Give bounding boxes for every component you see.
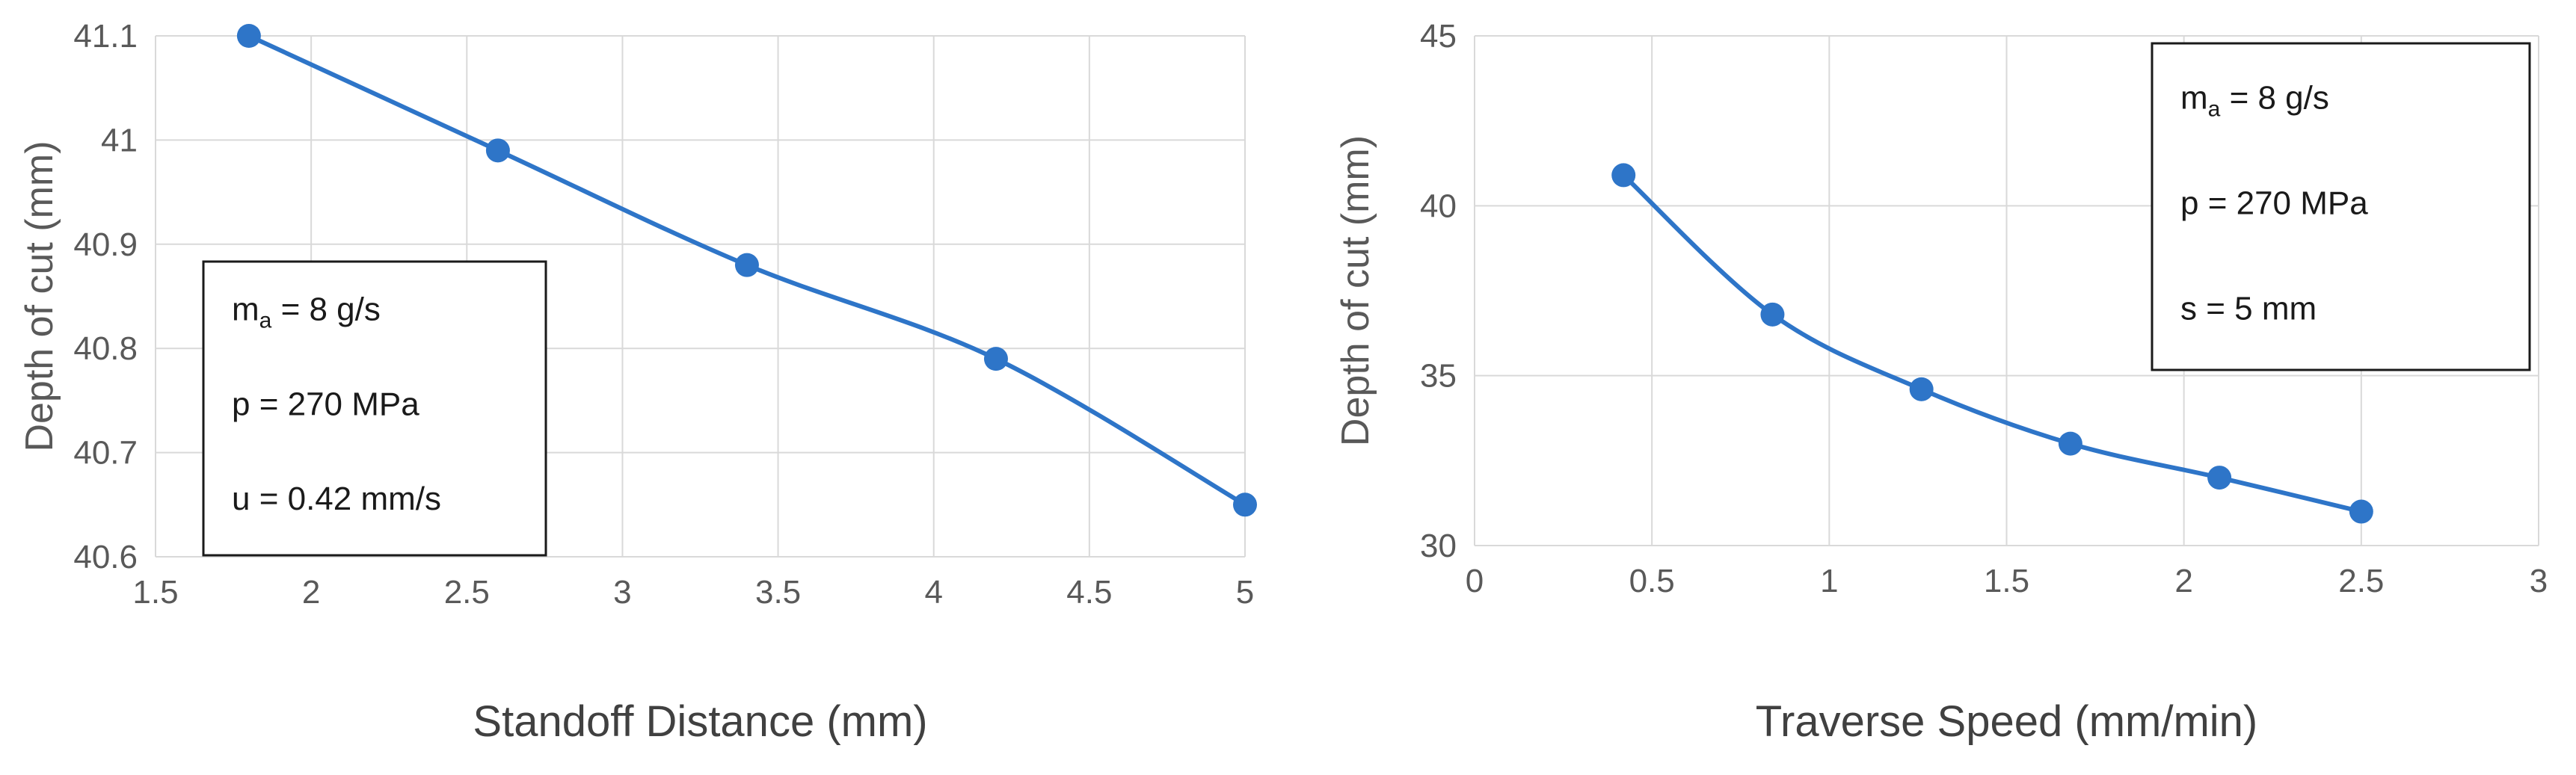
x-tick-label: 2 bbox=[302, 574, 320, 611]
annotation-text: s = 5 mm bbox=[2180, 290, 2317, 327]
data-point bbox=[1760, 302, 1785, 327]
y-tick-label: 40.8 bbox=[73, 330, 138, 367]
annotation-line: p = 270 MPa bbox=[2180, 185, 2368, 221]
y-tick-label: 45 bbox=[1420, 18, 1457, 55]
annotation-text: = 8 g/s bbox=[271, 291, 381, 328]
data-point bbox=[1611, 163, 1636, 188]
annotation-text: u = 0.42 mm/s bbox=[232, 481, 441, 517]
x-tick-label: 2.5 bbox=[444, 574, 490, 611]
annotation-box-frame bbox=[2151, 42, 2531, 371]
data-point bbox=[236, 24, 261, 48]
x-axis-title: Standoff Distance (mm) bbox=[473, 697, 927, 746]
y-axis-title: Depth of cut (mm) bbox=[18, 141, 61, 451]
series bbox=[1611, 163, 2373, 524]
annotation-line: ma = 8 g/s bbox=[2180, 79, 2329, 121]
x-axis-title: Traverse Speed (mm/min) bbox=[1756, 697, 2257, 746]
annotation-text: m bbox=[2180, 79, 2208, 116]
series bbox=[236, 24, 1257, 517]
x-tick-label: 2 bbox=[2174, 563, 2192, 599]
data-point bbox=[1909, 377, 1934, 401]
x-tick-label: 0.5 bbox=[1629, 563, 1675, 599]
annotation-text: m bbox=[232, 291, 259, 328]
annotation-subscript: a bbox=[2208, 96, 2221, 121]
y-tick-labels: 40.6 40.7 40.8 40.9 41 41.1 bbox=[73, 18, 138, 575]
y-tick-label: 40.9 bbox=[73, 226, 138, 263]
annotation-line: p = 270 MPa bbox=[232, 386, 419, 422]
x-tick-label: 4.5 bbox=[1066, 574, 1112, 611]
annotation-line: u = 0.42 mm/s bbox=[232, 481, 441, 517]
annotation-text: = 8 g/s bbox=[2220, 79, 2329, 116]
x-tick-label: 1.5 bbox=[132, 574, 178, 611]
y-tick-label: 40.7 bbox=[73, 435, 138, 472]
annotation-line: s = 5 mm bbox=[2180, 290, 2317, 327]
annotation-line: ma = 8 g/s bbox=[232, 291, 381, 333]
x-tick-label: 3 bbox=[2530, 563, 2548, 599]
data-point bbox=[2058, 431, 2082, 456]
data-point bbox=[2207, 466, 2232, 490]
x-tick-label: 3 bbox=[613, 574, 631, 611]
data-point bbox=[485, 138, 510, 163]
annotation-box: ma = 8 g/s p = 270 MPa s = 5 mm bbox=[2151, 42, 2531, 371]
annotation-box: ma = 8 g/s p = 270 MPa u = 0.42 mm/s bbox=[202, 260, 547, 557]
annotation-text: p = 270 MPa bbox=[232, 386, 419, 422]
x-tick-label: 3.5 bbox=[755, 574, 801, 611]
x-tick-labels: 1.5 2 2.5 3 3.5 4 4.5 5 bbox=[132, 574, 1254, 611]
y-axis-title: Depth of cut (mm) bbox=[1334, 135, 1377, 446]
annotation-text: p = 270 MPa bbox=[2180, 185, 2368, 221]
x-tick-label: 5 bbox=[1236, 574, 1254, 611]
data-point bbox=[983, 347, 1008, 371]
data-point bbox=[2349, 499, 2373, 524]
annotation-subscript: a bbox=[259, 309, 272, 333]
x-tick-label: 2.5 bbox=[2338, 563, 2384, 599]
y-tick-label: 40 bbox=[1420, 188, 1457, 224]
x-tick-labels: 0 0.5 1 1.5 2 2.5 3 bbox=[1466, 563, 2548, 599]
y-tick-label: 40.6 bbox=[73, 539, 138, 575]
y-tick-label: 41 bbox=[101, 122, 138, 158]
y-tick-label: 41.1 bbox=[73, 18, 138, 55]
annotation-box-frame bbox=[202, 260, 547, 557]
x-tick-label: 0 bbox=[1466, 563, 1484, 599]
y-tick-label: 35 bbox=[1420, 358, 1457, 395]
y-tick-label: 30 bbox=[1420, 528, 1457, 564]
data-point bbox=[734, 253, 759, 277]
x-tick-label: 1.5 bbox=[1984, 563, 2029, 599]
data-point bbox=[1233, 493, 1257, 517]
x-tick-label: 4 bbox=[924, 574, 942, 611]
y-tick-labels: 30 35 40 45 bbox=[1420, 18, 1457, 564]
x-tick-label: 1 bbox=[1820, 563, 1838, 599]
